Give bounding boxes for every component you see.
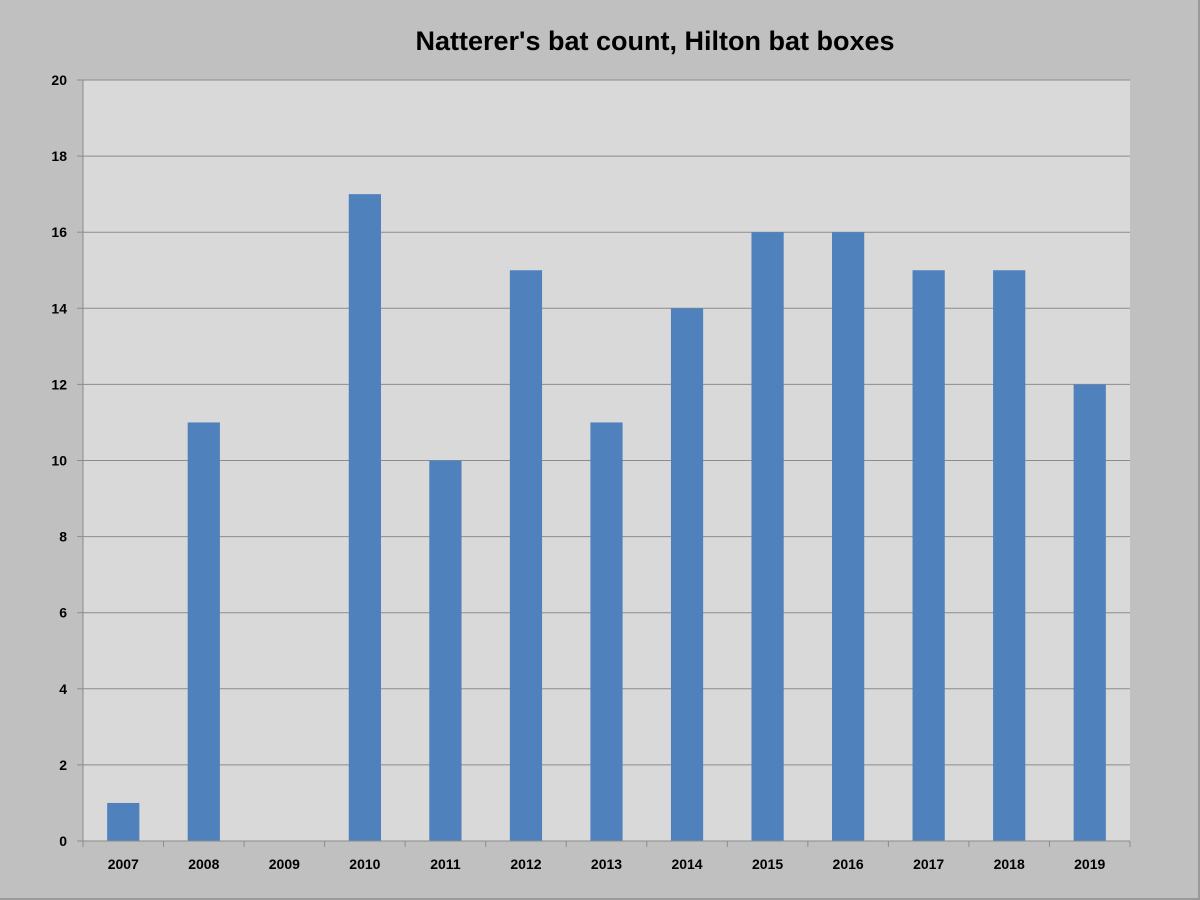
y-tick-label: 12 bbox=[51, 376, 67, 392]
y-tick-label: 6 bbox=[59, 605, 67, 621]
y-tick-label: 16 bbox=[51, 224, 67, 240]
y-tick-label: 14 bbox=[51, 300, 67, 316]
bar-2012 bbox=[509, 270, 543, 841]
bar-2014 bbox=[670, 308, 704, 841]
bar-2019 bbox=[1073, 384, 1106, 841]
bar-2015 bbox=[751, 232, 784, 841]
x-tick-label: 2016 bbox=[833, 856, 864, 872]
bar-2018 bbox=[993, 270, 1026, 841]
axes bbox=[77, 79, 1131, 847]
x-tick-labels: 2007 2008 2009 2010 2011 2012 2013 2014 2015 2016… bbox=[108, 856, 1106, 872]
x-tick-label: 2015 bbox=[752, 856, 783, 872]
y-tick-label: 0 bbox=[59, 833, 67, 849]
x-tick-label: 2012 bbox=[510, 856, 541, 872]
bar-2017 bbox=[912, 270, 945, 841]
x-tick-label: 2014 bbox=[671, 856, 702, 872]
x-tick-label: 2010 bbox=[349, 856, 380, 872]
y-tick-label: 4 bbox=[59, 681, 67, 697]
y-tick-label: 2 bbox=[59, 757, 67, 773]
x-tick-label: 2017 bbox=[913, 856, 944, 872]
y-tick-label: 20 bbox=[51, 72, 67, 88]
y-tick-label: 8 bbox=[59, 529, 67, 545]
x-tick-label: 2019 bbox=[1074, 856, 1105, 872]
bar-2011 bbox=[429, 460, 462, 841]
y-tick-label: 10 bbox=[51, 453, 67, 469]
y-tick-label: 18 bbox=[51, 148, 67, 164]
bar-2007 bbox=[107, 802, 140, 841]
x-tick-label: 2013 bbox=[591, 856, 622, 872]
y-tick-labels: 0 2 4 6 8 10 12 14 16 18 20 bbox=[51, 72, 67, 849]
x-tick-label: 2008 bbox=[188, 856, 219, 872]
bar-2016 bbox=[832, 232, 865, 841]
bar-2013 bbox=[590, 422, 623, 841]
chart-title: Natterer's bat count, Hilton bat boxes bbox=[415, 26, 895, 56]
x-tick-label: 2009 bbox=[269, 856, 300, 872]
bar-2010 bbox=[348, 194, 381, 841]
x-tick-label: 2007 bbox=[108, 856, 139, 872]
bar-2008 bbox=[187, 422, 220, 841]
x-tick-label: 2011 bbox=[430, 856, 461, 872]
bars bbox=[107, 194, 1106, 841]
x-tick-label: 2018 bbox=[994, 856, 1025, 872]
